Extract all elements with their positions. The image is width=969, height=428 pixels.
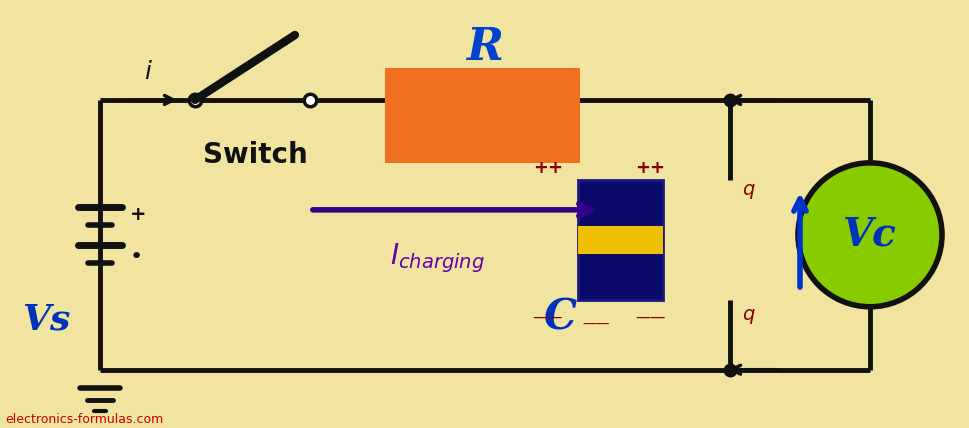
Text: R: R <box>466 27 503 69</box>
Bar <box>578 226 663 254</box>
Text: Switch: Switch <box>203 141 307 169</box>
Text: electronics-formulas.com: electronics-formulas.com <box>5 413 163 426</box>
Text: q: q <box>741 180 754 199</box>
Text: ++: ++ <box>635 159 665 177</box>
Text: q: q <box>741 305 754 324</box>
Text: ——: —— <box>581 318 609 332</box>
Text: Vs: Vs <box>21 303 70 337</box>
Text: +: + <box>130 205 146 224</box>
Bar <box>578 180 663 300</box>
Circle shape <box>797 163 941 307</box>
Text: i: i <box>144 60 151 84</box>
Text: ——: —— <box>532 310 563 325</box>
Text: $I_{charging}$: $I_{charging}$ <box>390 241 484 275</box>
Text: C: C <box>543 297 576 339</box>
Text: ——: —— <box>635 310 665 325</box>
Text: Vc: Vc <box>842 216 896 254</box>
Text: •: • <box>130 247 143 267</box>
Text: ++: ++ <box>532 159 562 177</box>
Bar <box>385 68 579 163</box>
